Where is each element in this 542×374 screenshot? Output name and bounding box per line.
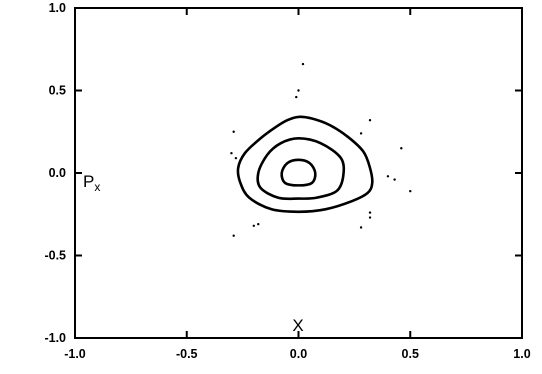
x-tick-label: -0.5 <box>176 347 198 361</box>
data-point <box>234 156 238 160</box>
x-tick-label: -1.0 <box>64 347 86 361</box>
y-tick-label: 0.0 <box>49 166 66 180</box>
x-axis-label: X <box>292 316 303 335</box>
y-tick-label: -0.5 <box>44 249 66 263</box>
data-point <box>295 95 298 99</box>
data-point <box>359 132 363 135</box>
y-axis-label: Px <box>83 172 100 194</box>
contour-line <box>236 115 374 214</box>
data-point <box>257 222 260 226</box>
data-point <box>230 152 233 155</box>
data-point <box>232 130 235 133</box>
x-tick-label: 1.0 <box>513 347 530 361</box>
data-point <box>400 147 403 150</box>
contour-line <box>280 158 317 187</box>
data-point <box>232 234 235 237</box>
data-point <box>386 175 390 178</box>
data-point <box>368 211 372 214</box>
data-point <box>359 226 363 229</box>
data-point <box>393 178 396 181</box>
data-point <box>297 89 300 92</box>
plot-frame <box>74 7 523 339</box>
y-tick-label: 0.5 <box>49 84 66 98</box>
data-point <box>368 216 372 219</box>
data-point <box>252 224 255 227</box>
y-tick-label: -1.0 <box>44 331 66 345</box>
data-point <box>301 62 305 66</box>
y-tick-label: 1.0 <box>49 1 66 15</box>
x-tick-label: 0.0 <box>290 347 307 361</box>
contour-line <box>256 137 346 201</box>
x-tick-label: 0.5 <box>402 347 419 361</box>
data-point <box>368 119 372 122</box>
data-point <box>409 189 412 193</box>
